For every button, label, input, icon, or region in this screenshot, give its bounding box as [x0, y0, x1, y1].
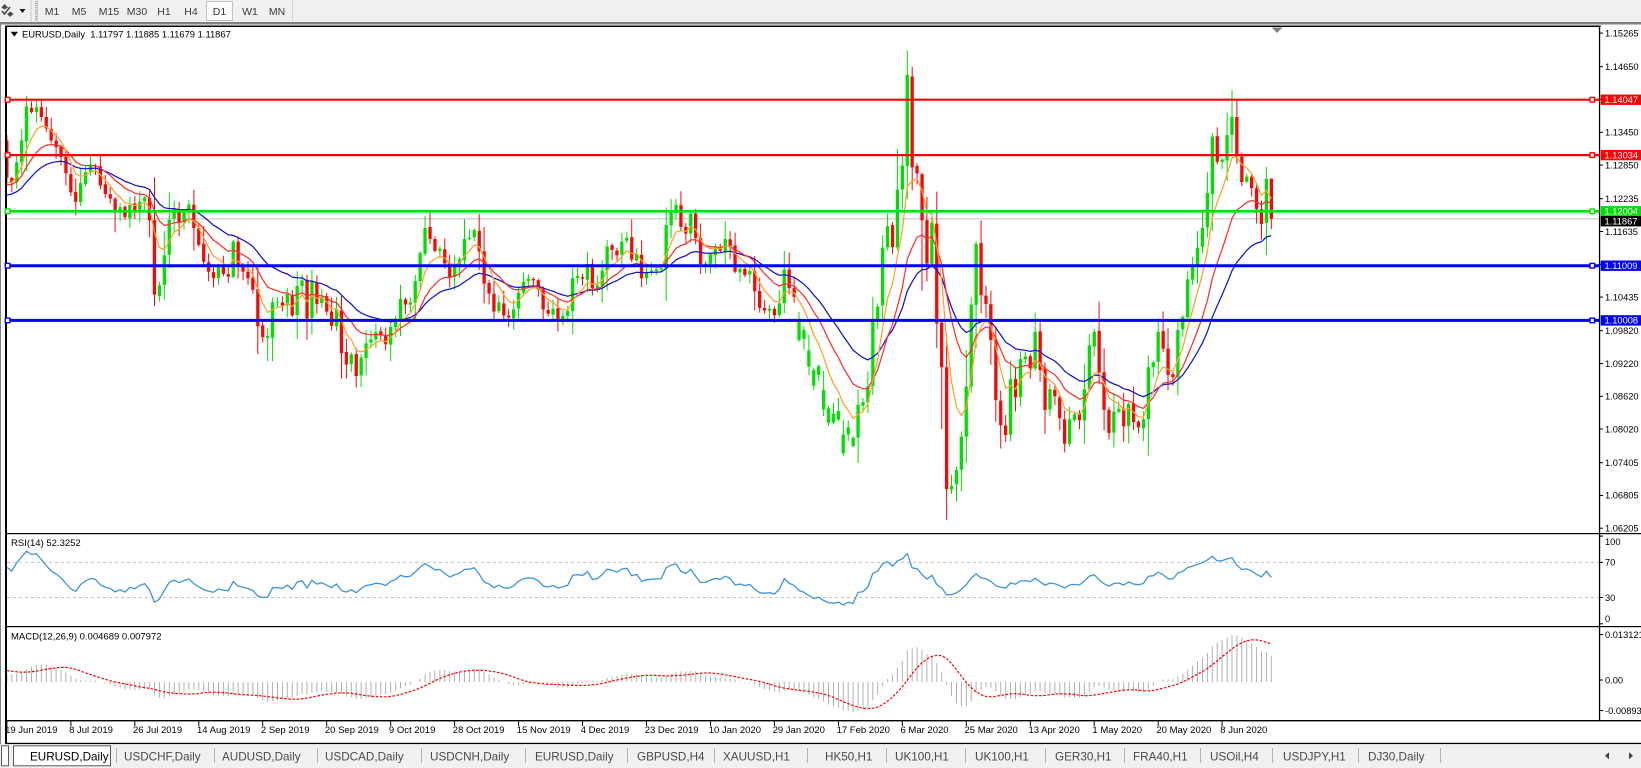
- svg-text:1 May 2020: 1 May 2020: [1092, 725, 1142, 736]
- svg-text:1.09820: 1.09820: [1605, 326, 1639, 336]
- svg-text:1.15265: 1.15265: [1605, 28, 1639, 38]
- svg-text:23 Dec 2019: 23 Dec 2019: [645, 725, 699, 736]
- svg-text:29 Jan 2020: 29 Jan 2020: [773, 725, 825, 736]
- svg-text:1.11867: 1.11867: [1605, 217, 1638, 227]
- svg-text:MN: MN: [269, 6, 285, 18]
- svg-text:8 Jun 2020: 8 Jun 2020: [1220, 725, 1267, 736]
- svg-text:1.12850: 1.12850: [1605, 160, 1639, 170]
- svg-text:6 Mar 2020: 6 Mar 2020: [901, 725, 949, 736]
- svg-text:EURUSD,Daily: EURUSD,Daily: [535, 751, 614, 764]
- svg-text:10 Jan 2020: 10 Jan 2020: [709, 725, 761, 736]
- svg-text:W1: W1: [242, 6, 258, 18]
- svg-text:9 Oct 2019: 9 Oct 2019: [389, 725, 435, 736]
- svg-text:1.08620: 1.08620: [1605, 392, 1639, 402]
- svg-text:25 Mar 2020: 25 Mar 2020: [965, 725, 1018, 736]
- svg-text:1.08020: 1.08020: [1605, 424, 1639, 434]
- svg-text:14 Aug 2019: 14 Aug 2019: [197, 725, 250, 736]
- svg-text:20 Sep 2019: 20 Sep 2019: [325, 725, 379, 736]
- svg-text:0: 0: [1605, 614, 1610, 624]
- svg-text:HK50,H1: HK50,H1: [825, 751, 872, 764]
- svg-text:H1: H1: [157, 6, 171, 18]
- svg-text:1.12004: 1.12004: [1605, 207, 1639, 217]
- svg-text:1.10435: 1.10435: [1605, 292, 1639, 302]
- svg-text:28 Oct 2019: 28 Oct 2019: [453, 725, 505, 736]
- svg-text:20 May 2020: 20 May 2020: [1156, 725, 1211, 736]
- svg-text:15 Nov 2019: 15 Nov 2019: [517, 725, 571, 736]
- svg-text:1.11009: 1.11009: [1605, 261, 1638, 271]
- svg-text:MACD(12,26,9) 0.004689 0.00797: MACD(12,26,9) 0.004689 0.007972: [11, 632, 162, 643]
- svg-text:1.06805: 1.06805: [1605, 491, 1639, 501]
- svg-text:1.07405: 1.07405: [1605, 458, 1639, 468]
- svg-text:26 Jul 2019: 26 Jul 2019: [133, 725, 182, 736]
- svg-text:70: 70: [1605, 558, 1615, 568]
- svg-text:100: 100: [1605, 537, 1621, 547]
- svg-text:30: 30: [1605, 593, 1615, 603]
- svg-text:M5: M5: [72, 6, 87, 18]
- svg-text:8 Jul 2019: 8 Jul 2019: [69, 725, 113, 736]
- svg-text:GER30,H1: GER30,H1: [1055, 751, 1112, 764]
- svg-text:H4: H4: [184, 6, 198, 18]
- svg-text:M15: M15: [99, 6, 120, 18]
- svg-text:2 Sep 2019: 2 Sep 2019: [261, 725, 310, 736]
- svg-text:17 Feb 2020: 17 Feb 2020: [837, 725, 890, 736]
- svg-text:1.13450: 1.13450: [1605, 128, 1639, 138]
- svg-text:EURUSD,Daily: EURUSD,Daily: [30, 751, 109, 764]
- svg-text:M30: M30: [127, 6, 148, 18]
- svg-text:USOil,H4: USOil,H4: [1210, 751, 1259, 764]
- svg-text:USDCNH,Daily: USDCNH,Daily: [430, 751, 509, 764]
- svg-text:DJ30,Daily: DJ30,Daily: [1368, 751, 1425, 764]
- svg-text:D1: D1: [213, 6, 227, 18]
- svg-text:19 Jun 2019: 19 Jun 2019: [5, 725, 57, 736]
- svg-text:M1: M1: [45, 6, 60, 18]
- svg-text:0.00: 0.00: [1605, 675, 1623, 685]
- svg-text:FRA40,H1: FRA40,H1: [1133, 751, 1188, 764]
- svg-text:1.06205: 1.06205: [1605, 524, 1639, 534]
- svg-text:1.09220: 1.09220: [1605, 359, 1639, 369]
- svg-text:UK100,H1: UK100,H1: [895, 751, 949, 764]
- svg-text:USDCHF,Daily: USDCHF,Daily: [124, 751, 201, 764]
- svg-text:UK100,H1: UK100,H1: [975, 751, 1029, 764]
- svg-text:USDCAD,Daily: USDCAD,Daily: [325, 751, 404, 764]
- svg-text:GBPUSD,H4: GBPUSD,H4: [637, 751, 705, 764]
- svg-text:1.14650: 1.14650: [1605, 62, 1639, 72]
- svg-text:1.11635: 1.11635: [1605, 227, 1638, 237]
- svg-text:1.14047: 1.14047: [1605, 95, 1639, 105]
- svg-text:XAUUSD,H1: XAUUSD,H1: [723, 751, 790, 764]
- svg-text:4 Dec 2019: 4 Dec 2019: [581, 725, 630, 736]
- svg-text:1.13034: 1.13034: [1605, 150, 1639, 160]
- svg-text:EURUSD,Daily 1.11797 1.11885: EURUSD,Daily 1.11797 1.11885 1.11679 1.1…: [22, 29, 231, 40]
- svg-text:0.013121: 0.013121: [1605, 630, 1641, 640]
- svg-text:AUDUSD,Daily: AUDUSD,Daily: [222, 751, 301, 764]
- svg-text:-0.008933: -0.008933: [1605, 706, 1641, 716]
- svg-text:RSI(14) 52.3252: RSI(14) 52.3252: [11, 538, 81, 549]
- svg-text:1.10008: 1.10008: [1605, 316, 1639, 326]
- svg-text:1.12235: 1.12235: [1605, 194, 1639, 204]
- svg-text:USDJPY,H1: USDJPY,H1: [1283, 751, 1346, 764]
- svg-text:13 Apr 2020: 13 Apr 2020: [1029, 725, 1080, 736]
